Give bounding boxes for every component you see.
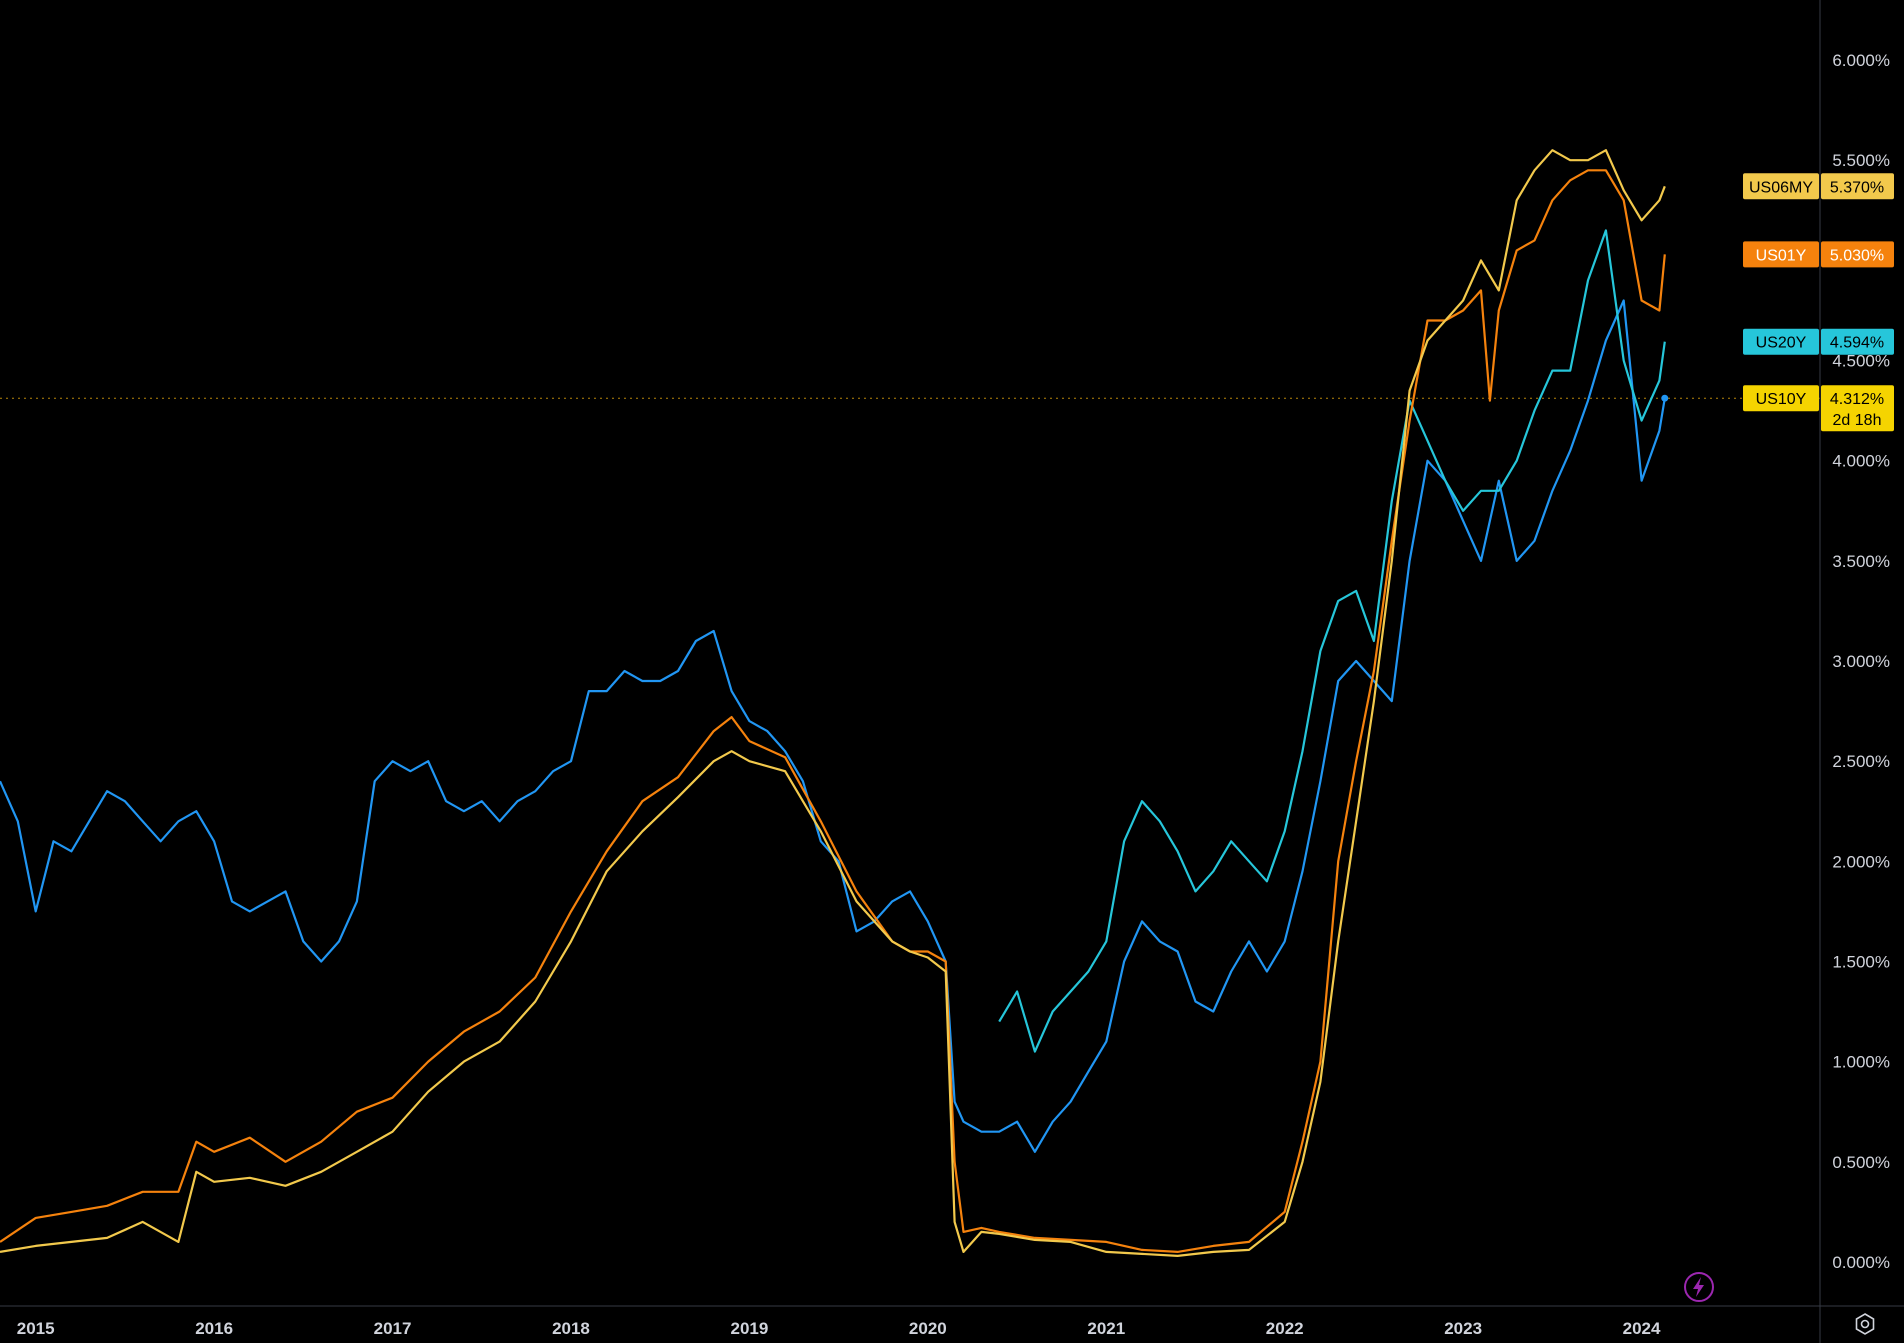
price-tag-symbol-bg xyxy=(1743,328,1819,355)
x-tick-label: 2015 xyxy=(17,1319,55,1338)
x-tick-label: 2023 xyxy=(1444,1319,1482,1338)
series-group xyxy=(0,149,1669,1257)
price-tag-value-bg xyxy=(1821,328,1894,355)
price-tag-us06my[interactable]: US06MY 5.370% xyxy=(1743,173,1894,200)
y-tick-label: 4.500% xyxy=(1832,352,1890,371)
y-tick-label: 0.000% xyxy=(1832,1253,1890,1272)
price-tag-symbol: US01Y xyxy=(1756,247,1807,264)
price-tag-us20y[interactable]: US20Y 4.594% xyxy=(1743,328,1894,355)
price-tag-value-bg xyxy=(1821,241,1894,268)
y-tick-label: 6.000% xyxy=(1832,51,1890,70)
price-tag-value: 5.030% xyxy=(1830,247,1884,264)
y-tick-label: 2.500% xyxy=(1832,752,1890,771)
price-tag-value: 4.594% xyxy=(1830,335,1884,352)
price-tag-value: 4.312% xyxy=(1830,391,1884,408)
price-tag-symbol-bg xyxy=(1743,173,1819,200)
series-line-us01y[interactable] xyxy=(0,169,1666,1253)
series-line-us20y[interactable] xyxy=(998,229,1666,1053)
price-tag-symbol: US06MY xyxy=(1749,179,1813,196)
price-tag-countdown: 2d 18h xyxy=(1833,412,1882,429)
x-tick-label: 2019 xyxy=(730,1319,768,1338)
price-axis[interactable]: 0.000% 0.500% 1.000% 1.500% 2.000% 2.500% 3.00… xyxy=(1832,51,1890,1272)
y-tick-label: 5.500% xyxy=(1832,151,1890,170)
last-point-marker xyxy=(1661,394,1669,402)
y-tick-label: 1.500% xyxy=(1832,952,1890,971)
x-tick-label: 2024 xyxy=(1623,1319,1661,1338)
price-tag-symbol-bg xyxy=(1743,385,1819,412)
x-tick-label: 2016 xyxy=(195,1319,233,1338)
series-line-us06my[interactable] xyxy=(0,149,1666,1257)
series-line-us10y[interactable] xyxy=(0,299,1666,1153)
price-tag-symbol-bg xyxy=(1743,241,1819,268)
price-tags: US06MY 5.370% US01Y 5.030% US20Y 4.594% US10Y 4… xyxy=(1743,173,1894,432)
y-tick-label: 0.500% xyxy=(1832,1153,1890,1172)
y-tick-label: 1.000% xyxy=(1832,1053,1890,1072)
time-axis[interactable]: 2015 2016 2017 2018 2019 2020 2021 2022 2023 2024 xyxy=(17,1319,1661,1338)
y-tick-label: 2.000% xyxy=(1832,852,1890,871)
price-tag-symbol: US10Y xyxy=(1756,391,1807,408)
price-tag-value-bg xyxy=(1821,385,1894,432)
price-tag-us10y[interactable]: US10Y 4.312% 2d 18h xyxy=(1743,385,1894,432)
y-tick-label: 3.000% xyxy=(1832,652,1890,671)
price-tag-value-bg xyxy=(1821,173,1894,200)
x-tick-label: 2017 xyxy=(374,1319,412,1338)
price-tag-symbol: US20Y xyxy=(1756,335,1807,352)
x-tick-label: 2022 xyxy=(1266,1319,1304,1338)
y-tick-label: 4.000% xyxy=(1832,452,1890,471)
gear-icon[interactable] xyxy=(1853,1312,1877,1336)
price-tag-value: 5.370% xyxy=(1830,179,1884,196)
x-tick-label: 2021 xyxy=(1087,1319,1125,1338)
lightning-icon[interactable] xyxy=(1682,1270,1716,1304)
price-tag-us01y[interactable]: US01Y 5.030% xyxy=(1743,241,1894,268)
x-tick-label: 2018 xyxy=(552,1319,590,1338)
y-tick-label: 3.500% xyxy=(1832,552,1890,571)
x-tick-label: 2020 xyxy=(909,1319,947,1338)
